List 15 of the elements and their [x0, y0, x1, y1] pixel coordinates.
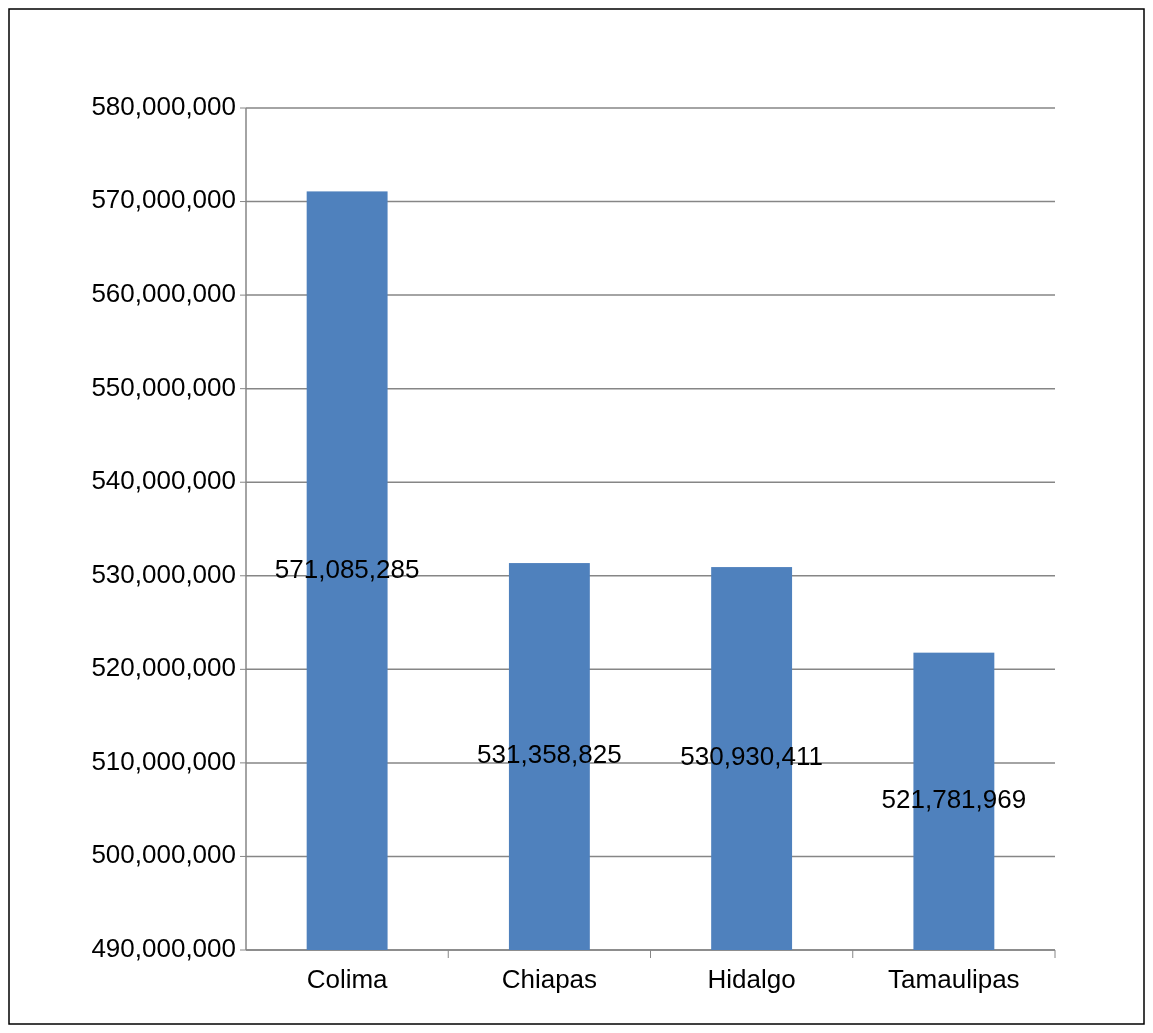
- y-tick-label: 540,000,000: [91, 465, 236, 496]
- y-tick-label: 490,000,000: [91, 932, 236, 963]
- y-tick-label: 520,000,000: [91, 652, 236, 683]
- data-label: 530,930,411: [680, 741, 823, 772]
- y-tick-label: 500,000,000: [91, 839, 236, 870]
- y-tick-label: 570,000,000: [91, 184, 236, 215]
- x-tick-label: Colima: [306, 964, 389, 994]
- x-tick-label: Hidalgo: [707, 964, 796, 994]
- y-tick-label: 510,000,000: [91, 745, 236, 776]
- y-tick-label: 580,000,000: [91, 90, 236, 121]
- x-tick-label: Chiapas: [501, 964, 598, 994]
- y-tick-label: 550,000,000: [91, 371, 236, 402]
- y-tick-label: 530,000,000: [91, 558, 236, 589]
- x-tick-label: Tamaulipas: [888, 964, 1020, 994]
- y-tick-label: 560,000,000: [91, 277, 236, 308]
